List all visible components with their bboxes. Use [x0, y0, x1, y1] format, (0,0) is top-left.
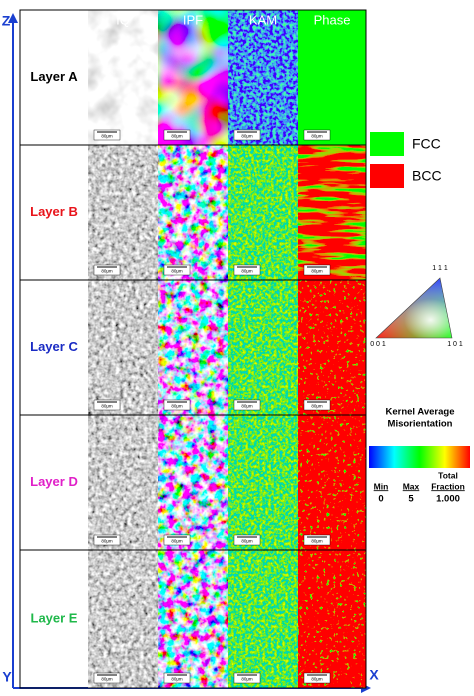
kam-max-value: 5 [408, 494, 414, 505]
micrograph [158, 145, 228, 280]
scale-bar-label: 80μm [311, 539, 323, 544]
ipf-triangle-center [375, 277, 453, 339]
scale-bar-box [233, 264, 261, 276]
kam-min-label: Min [374, 481, 389, 491]
phase-name: BCC [412, 168, 442, 184]
layer-label: Layer A [30, 69, 78, 84]
ipf-label-right: 1 0 1 [447, 341, 463, 348]
scale-bar-label: 80μm [311, 677, 323, 682]
phase-swatch [370, 164, 404, 188]
scale-bar-box [233, 534, 261, 546]
layer-label: Layer C [30, 339, 78, 354]
micrograph [298, 550, 366, 688]
micrograph [298, 280, 366, 415]
scale-bar-label: 80μm [241, 269, 253, 274]
scale-bar-label: 80μm [311, 269, 323, 274]
micrograph [88, 280, 158, 415]
scale-bar-box [93, 129, 121, 141]
ipf-label-left: 0 0 1 [370, 341, 386, 348]
kam-fraction-label: Fraction [431, 481, 465, 491]
scale-bar-label: 80μm [171, 269, 183, 274]
kam-fraction-value: 1.000 [436, 494, 460, 505]
micrograph [158, 550, 228, 688]
scale-bar-label: 80μm [101, 404, 113, 409]
scale-bar-label: 80μm [241, 539, 253, 544]
micrograph [228, 550, 298, 688]
micrograph [228, 280, 298, 415]
micrograph [88, 10, 158, 145]
scale-bar-box [93, 264, 121, 276]
y-label: Y [2, 669, 12, 685]
micrograph [298, 415, 366, 550]
scale-bar-box [233, 672, 261, 684]
scale-bar-box [93, 399, 121, 411]
kam-title: Kernel Average [386, 407, 455, 418]
scale-bar-label: 80μm [101, 677, 113, 682]
scale-bar-label: 80μm [171, 539, 183, 544]
phase-swatch [370, 132, 404, 156]
scale-bar-box [233, 129, 261, 141]
scale-bar-label: 80μm [171, 134, 183, 139]
scale-bar-box [303, 129, 331, 141]
scale-bar-box [163, 672, 191, 684]
micrograph [228, 10, 298, 145]
scale-bar-box [303, 534, 331, 546]
phase-name: FCC [412, 136, 441, 152]
scale-bar-box [163, 264, 191, 276]
kam-title: Misorientation [388, 419, 453, 430]
scale-bar-label: 80μm [101, 134, 113, 139]
scale-bar-box [93, 534, 121, 546]
micrograph [88, 550, 158, 688]
legend: 1 1 1 0 0 1 1 0 1 Kernel Average Misorie… [369, 132, 470, 505]
scale-bar-box [233, 399, 261, 411]
scale-bar-box [163, 129, 191, 141]
scale-bar-box [163, 399, 191, 411]
micrograph [158, 280, 228, 415]
image-grid: Layer A 80μm 80μm 80μm 80μm Layer B 80μm 80μm 80… [19, 9, 367, 689]
scale-bar-label: 80μm [311, 134, 323, 139]
scale-bar-box [303, 672, 331, 684]
kam-max-label: Max [403, 481, 420, 491]
layer-label: Layer E [31, 610, 78, 625]
scale-bar-box [93, 672, 121, 684]
micrograph [88, 415, 158, 550]
scale-bar-label: 80μm [311, 404, 323, 409]
scale-bar-box [303, 399, 331, 411]
kam-fraction-label: Total [438, 470, 458, 480]
z-label: Z [2, 13, 11, 29]
scale-bar-label: 80μm [241, 134, 253, 139]
kam-colorbar [369, 446, 470, 468]
ipf-label-top: 1 1 1 [432, 265, 448, 272]
micrograph [228, 145, 298, 280]
scale-bar-label: 80μm [171, 404, 183, 409]
scale-bar-label: 80μm [171, 677, 183, 682]
kam-min-value: 0 [378, 494, 383, 505]
micrograph [228, 415, 298, 550]
grid-frame [19, 9, 367, 689]
column-header: IPF [183, 12, 203, 27]
column-header: IQ [116, 12, 130, 27]
column-header: KAM [249, 12, 277, 27]
scale-bar-box [163, 534, 191, 546]
layer-label: Layer D [30, 474, 78, 489]
micrograph [88, 145, 158, 280]
scale-bar-label: 80μm [241, 677, 253, 682]
scale-bar-box [303, 264, 331, 276]
phase-map [298, 10, 366, 145]
micrograph [158, 415, 228, 550]
scale-bar-label: 80μm [101, 269, 113, 274]
x-label: X [369, 667, 379, 683]
column-header: Phase [314, 12, 351, 27]
scale-bar-label: 80μm [241, 404, 253, 409]
scale-bar-label: 80μm [101, 539, 113, 544]
micrograph [298, 145, 366, 280]
layer-label: Layer B [30, 204, 78, 219]
micrograph [158, 10, 228, 145]
